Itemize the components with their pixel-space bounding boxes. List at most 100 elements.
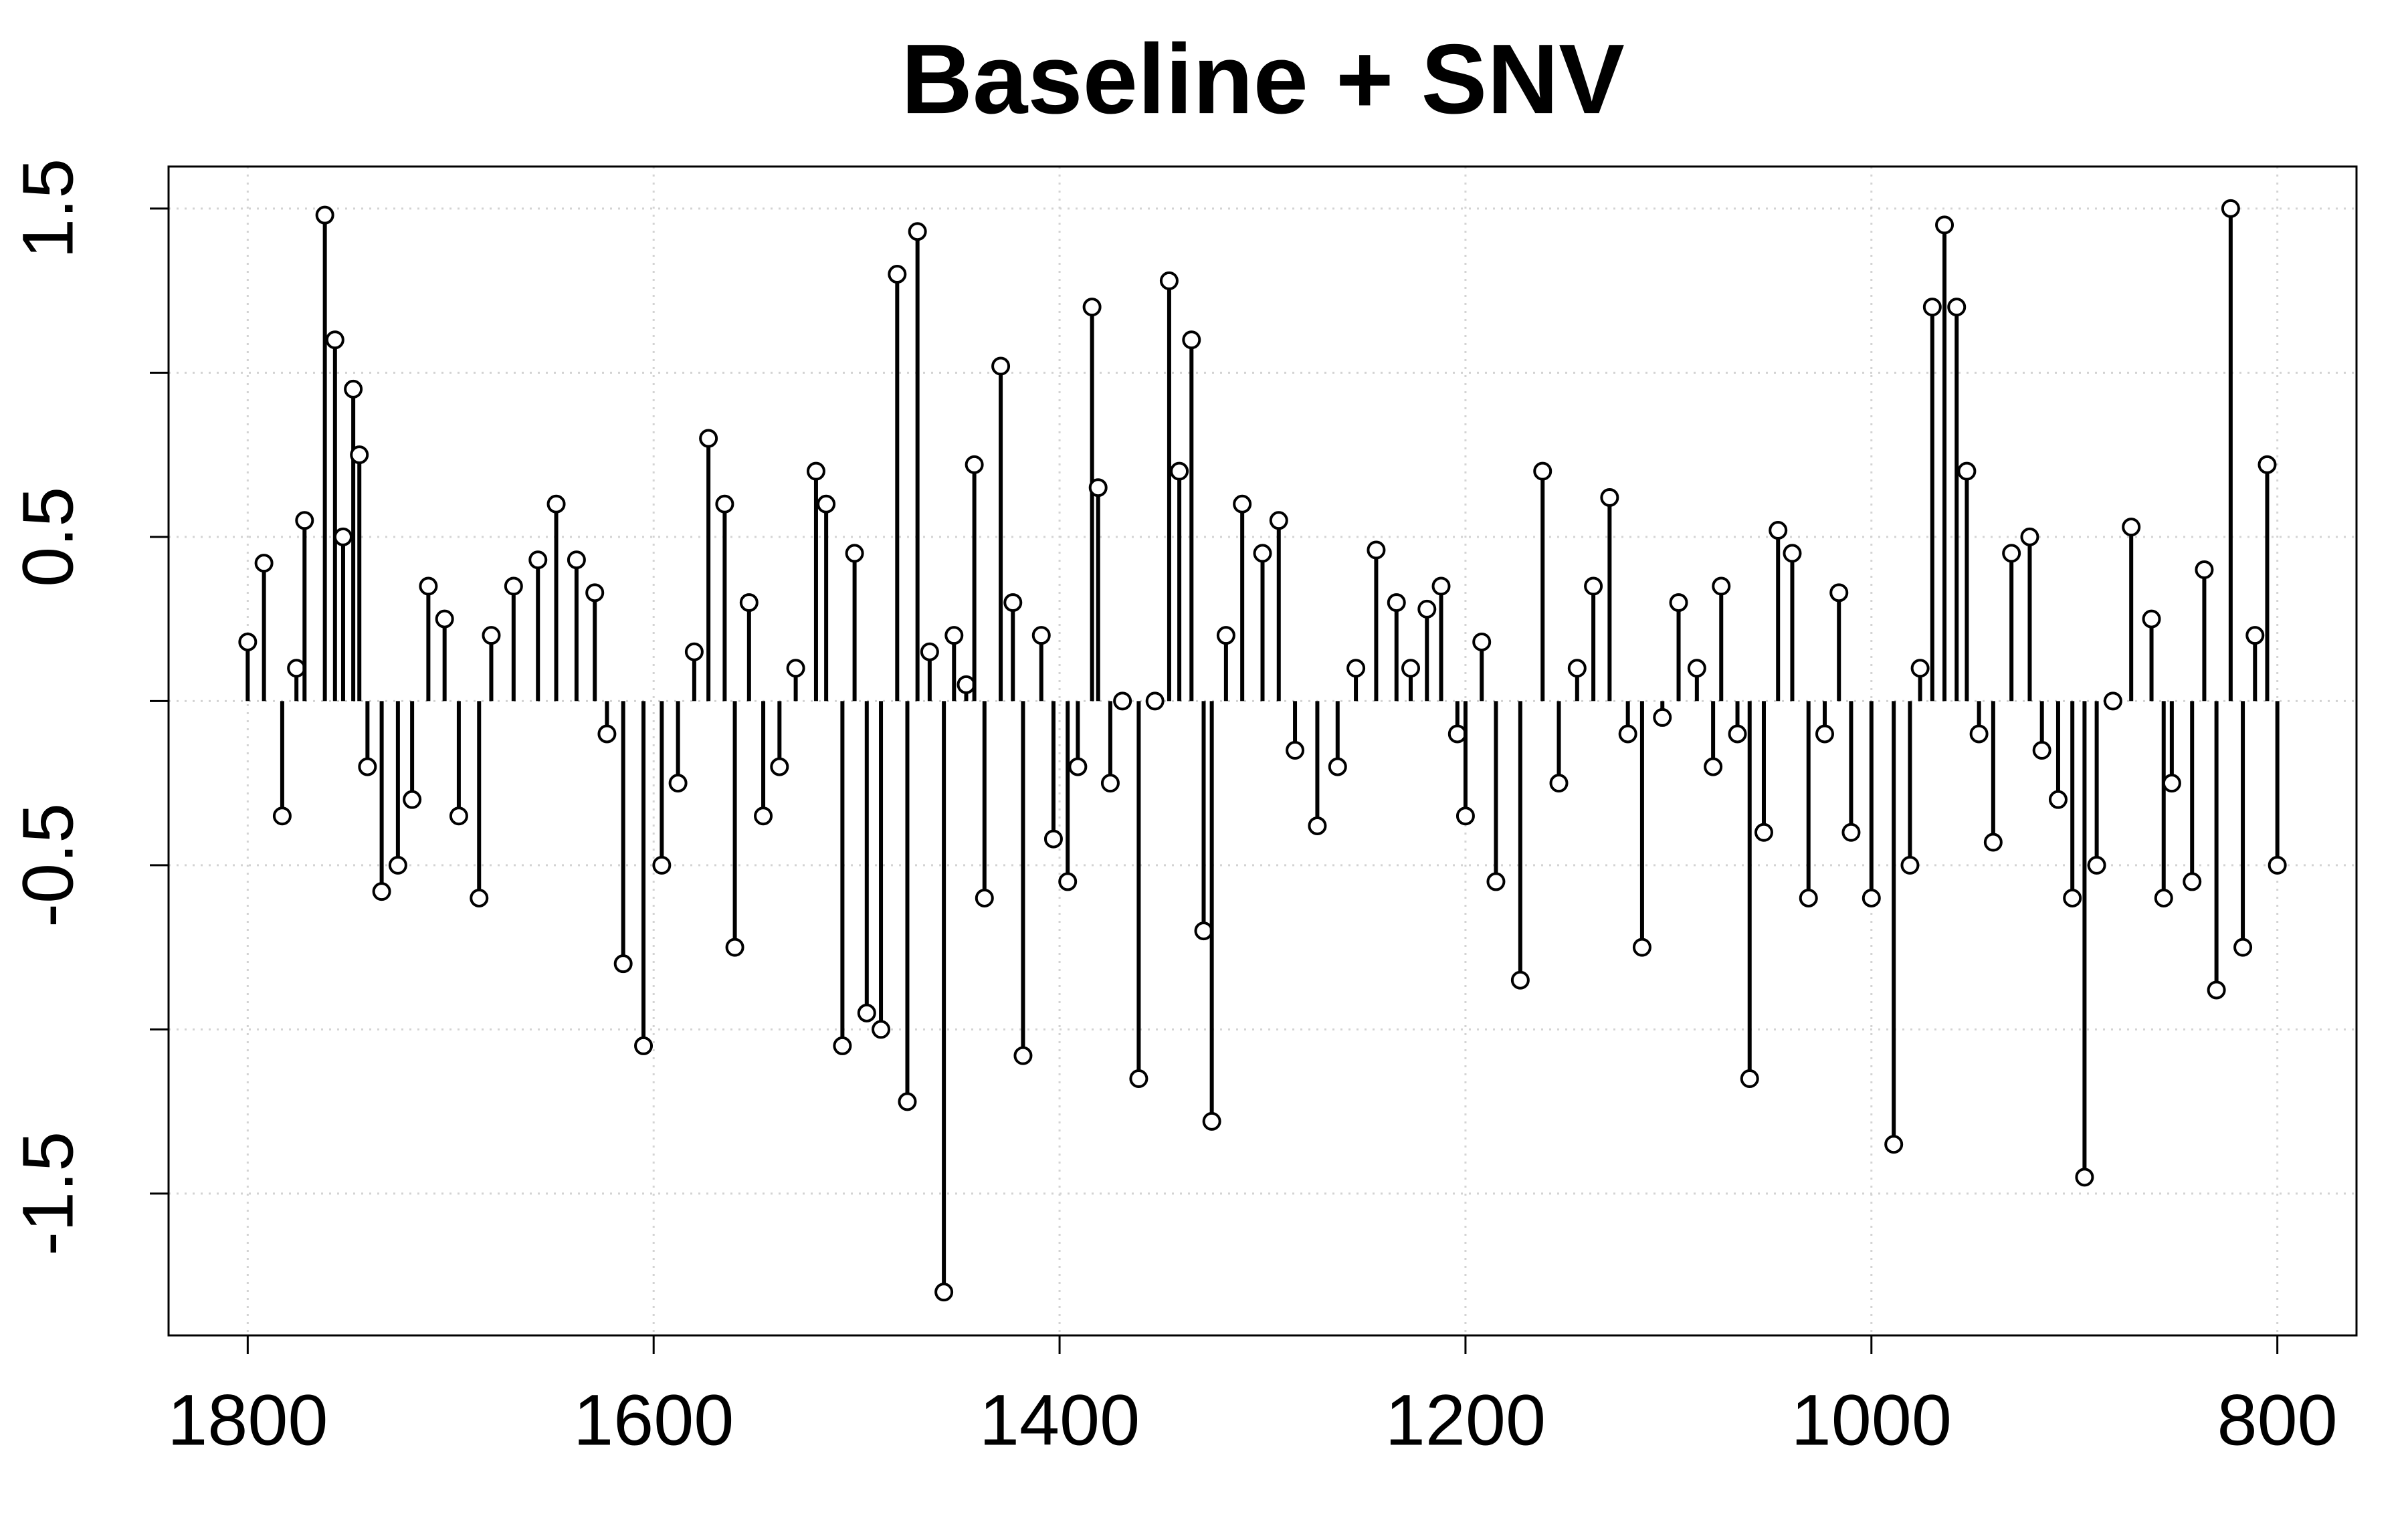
point <box>2233 938 2253 957</box>
point <box>2268 855 2287 875</box>
plot-box <box>167 165 2358 1337</box>
point <box>1862 888 1881 907</box>
point <box>2032 741 2051 760</box>
point <box>857 1003 876 1022</box>
point <box>1567 659 1587 678</box>
point <box>2002 544 2021 563</box>
point <box>1129 1069 1148 1089</box>
point <box>1182 330 1201 350</box>
point <box>1113 691 1132 711</box>
point <box>1058 872 1078 891</box>
y-tick-label: 1.5 <box>7 158 88 259</box>
point <box>1549 774 1569 793</box>
point <box>1401 659 1421 678</box>
point <box>1387 593 1406 613</box>
point <box>1769 521 1788 540</box>
point <box>833 1036 852 1055</box>
point <box>2162 774 2181 793</box>
point <box>872 1020 891 1039</box>
point <box>770 757 789 776</box>
point <box>295 511 314 530</box>
point <box>1286 741 1305 760</box>
point <box>817 494 836 514</box>
point <box>1957 461 1977 481</box>
point <box>2063 888 2082 907</box>
point <box>1704 757 1723 776</box>
point <box>1145 691 1165 711</box>
point <box>1922 298 1942 317</box>
point <box>934 1283 954 1302</box>
point <box>1935 215 1954 235</box>
point <box>1328 757 1347 776</box>
y-tick-label: -0.5 <box>7 803 88 928</box>
point <box>325 330 344 350</box>
point <box>1653 708 1672 727</box>
point <box>2075 1168 2094 1187</box>
point <box>1533 461 1552 481</box>
point <box>1431 576 1451 596</box>
point <box>888 265 907 284</box>
x-tick-label: 1400 <box>979 1380 1140 1460</box>
point <box>1712 576 1731 596</box>
point <box>845 544 864 563</box>
point <box>1783 544 1802 563</box>
point <box>1367 540 1386 560</box>
point <box>1618 724 1637 744</box>
point <box>920 642 939 661</box>
point <box>1486 872 1506 891</box>
point <box>1346 659 1366 678</box>
point <box>613 954 633 974</box>
point <box>254 554 274 573</box>
point <box>435 609 454 629</box>
chart-title: Baseline + SNV <box>901 24 1625 134</box>
point <box>1233 494 1252 514</box>
x-tick-label: 1000 <box>1791 1380 1952 1460</box>
point <box>1082 298 1102 317</box>
point <box>975 888 994 907</box>
point <box>2103 691 2122 711</box>
point <box>2154 888 2173 907</box>
point <box>725 938 744 957</box>
point <box>1510 970 1530 990</box>
point <box>350 445 369 465</box>
point <box>1194 921 1213 941</box>
point <box>2020 527 2039 546</box>
point <box>1983 833 2003 852</box>
point <box>1472 632 1492 651</box>
point <box>2207 980 2226 1000</box>
point <box>287 659 306 678</box>
point <box>2048 790 2068 809</box>
point <box>372 882 391 901</box>
point <box>1159 271 1179 290</box>
point <box>1815 724 1835 744</box>
point <box>1947 298 1967 317</box>
point <box>2221 199 2240 218</box>
point <box>449 806 468 826</box>
point <box>1253 544 1272 563</box>
point <box>786 659 805 678</box>
point <box>1068 757 1088 776</box>
point <box>715 494 734 514</box>
point <box>358 757 377 776</box>
point <box>528 550 548 570</box>
point <box>546 494 566 514</box>
point <box>1003 593 1023 613</box>
point <box>388 855 407 875</box>
point <box>2245 626 2265 645</box>
point <box>597 724 617 744</box>
point <box>1829 583 1849 603</box>
point <box>470 888 489 907</box>
point <box>1728 724 1747 744</box>
point <box>898 1092 917 1111</box>
point <box>1447 724 1467 744</box>
x-tick-label: 800 <box>2217 1380 2338 1460</box>
point <box>2122 518 2141 537</box>
point <box>2183 872 2202 891</box>
point <box>504 576 523 596</box>
point <box>1669 593 1688 613</box>
x-tick-label: 1800 <box>167 1380 328 1460</box>
point <box>1740 1069 1759 1089</box>
point <box>1754 823 1773 842</box>
point <box>1584 576 1603 596</box>
